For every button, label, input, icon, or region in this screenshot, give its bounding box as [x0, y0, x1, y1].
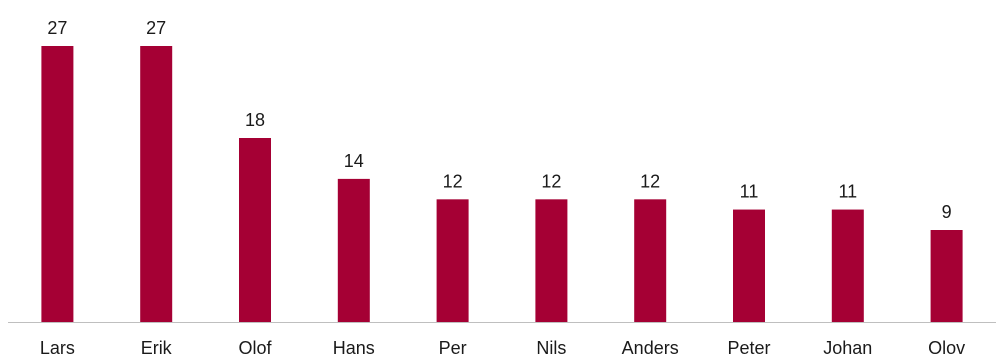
bars-layer: [41, 46, 963, 322]
x-tick-label-hans: Hans: [333, 338, 375, 358]
bar-per: [436, 199, 469, 322]
data-labels-layer: 27 27 18 14 12 12 12 11 11 9: [47, 18, 951, 222]
bar-anders: [634, 199, 667, 322]
data-label-olof: 18: [245, 110, 265, 130]
data-label-lars: 27: [47, 18, 67, 38]
bar-hans: [337, 178, 370, 322]
x-tick-label-erik: Erik: [141, 338, 173, 358]
x-tick-label-johan: Johan: [823, 338, 872, 358]
data-label-olov: 9: [942, 202, 952, 222]
bar-lars: [41, 46, 74, 322]
data-label-erik: 27: [146, 18, 166, 38]
data-label-hans: 14: [344, 151, 364, 171]
data-label-anders: 12: [640, 171, 660, 191]
x-tick-label-olof: Olof: [238, 338, 272, 358]
x-tick-label-olov: Olov: [928, 338, 965, 358]
x-tick-labels-layer: Lars Erik Olof Hans Per Nils Anders Peter Johan O…: [40, 338, 965, 358]
bar-olof: [239, 138, 271, 322]
x-tick-label-per: Per: [439, 338, 467, 358]
data-label-johan: 11: [838, 182, 857, 202]
bar-erik: [140, 46, 173, 322]
x-tick-label-anders: Anders: [622, 338, 679, 358]
x-tick-label-lars: Lars: [40, 338, 75, 358]
x-tick-label-nils: Nils: [536, 338, 566, 358]
data-label-nils: 12: [541, 171, 561, 191]
data-label-per: 12: [443, 171, 463, 191]
bar-johan: [831, 209, 864, 322]
data-label-peter: 11: [740, 182, 759, 202]
bar-peter: [733, 209, 765, 322]
x-tick-label-peter: Peter: [727, 338, 770, 358]
bar-olov: [930, 230, 963, 322]
bar-nils: [535, 199, 568, 322]
